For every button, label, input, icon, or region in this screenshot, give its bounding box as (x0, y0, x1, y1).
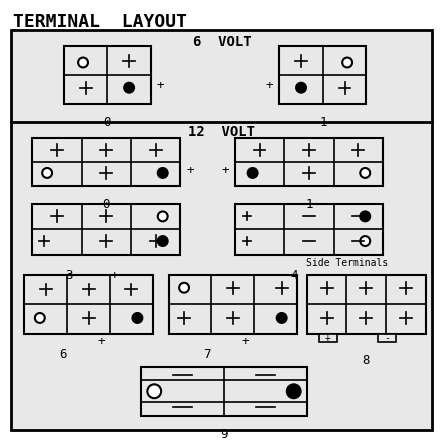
Text: 4: 4 (290, 269, 298, 282)
Text: 3: 3 (66, 269, 73, 282)
Circle shape (360, 168, 370, 178)
Text: 1: 1 (319, 116, 326, 128)
Text: 0: 0 (103, 198, 110, 210)
Text: 0: 0 (104, 116, 111, 128)
Circle shape (287, 385, 301, 398)
Text: 1: 1 (305, 198, 313, 210)
Circle shape (158, 168, 167, 178)
Text: 12  VOLT: 12 VOLT (188, 125, 256, 140)
Circle shape (148, 385, 161, 398)
Circle shape (35, 313, 45, 323)
Circle shape (342, 58, 352, 67)
Bar (319, 334, 337, 342)
Circle shape (360, 236, 370, 246)
Text: +: + (221, 164, 229, 178)
Text: +: + (110, 269, 117, 282)
Text: +: + (98, 335, 105, 348)
Text: 6  VOLT: 6 VOLT (193, 35, 251, 49)
Text: +: + (187, 164, 194, 178)
Circle shape (78, 58, 88, 67)
Bar (169, 275, 297, 334)
Text: -: - (384, 333, 390, 343)
Circle shape (248, 168, 257, 178)
Bar (307, 275, 426, 334)
Text: +: + (266, 79, 273, 92)
Text: +: + (325, 333, 330, 343)
Circle shape (277, 313, 287, 323)
Bar (64, 47, 151, 104)
Circle shape (42, 168, 52, 178)
Bar (235, 203, 383, 255)
Bar (24, 275, 153, 334)
Text: 6: 6 (59, 348, 66, 361)
Bar (378, 334, 396, 342)
Bar (279, 47, 366, 104)
Circle shape (158, 236, 167, 246)
Bar (32, 203, 180, 255)
Circle shape (132, 313, 142, 323)
Circle shape (124, 83, 134, 93)
Text: 8: 8 (362, 354, 370, 367)
Text: +: + (242, 335, 249, 348)
Circle shape (296, 83, 306, 93)
Circle shape (179, 283, 189, 293)
Circle shape (360, 211, 370, 222)
Text: Side Terminals: Side Terminals (306, 258, 388, 268)
Text: 9: 9 (220, 428, 228, 441)
Circle shape (158, 211, 167, 222)
Bar (235, 138, 383, 186)
Bar (32, 138, 180, 186)
Text: TERMINAL  LAYOUT: TERMINAL LAYOUT (12, 13, 187, 31)
Bar (141, 366, 307, 416)
Text: 7: 7 (203, 348, 211, 361)
Text: +: + (157, 79, 164, 92)
